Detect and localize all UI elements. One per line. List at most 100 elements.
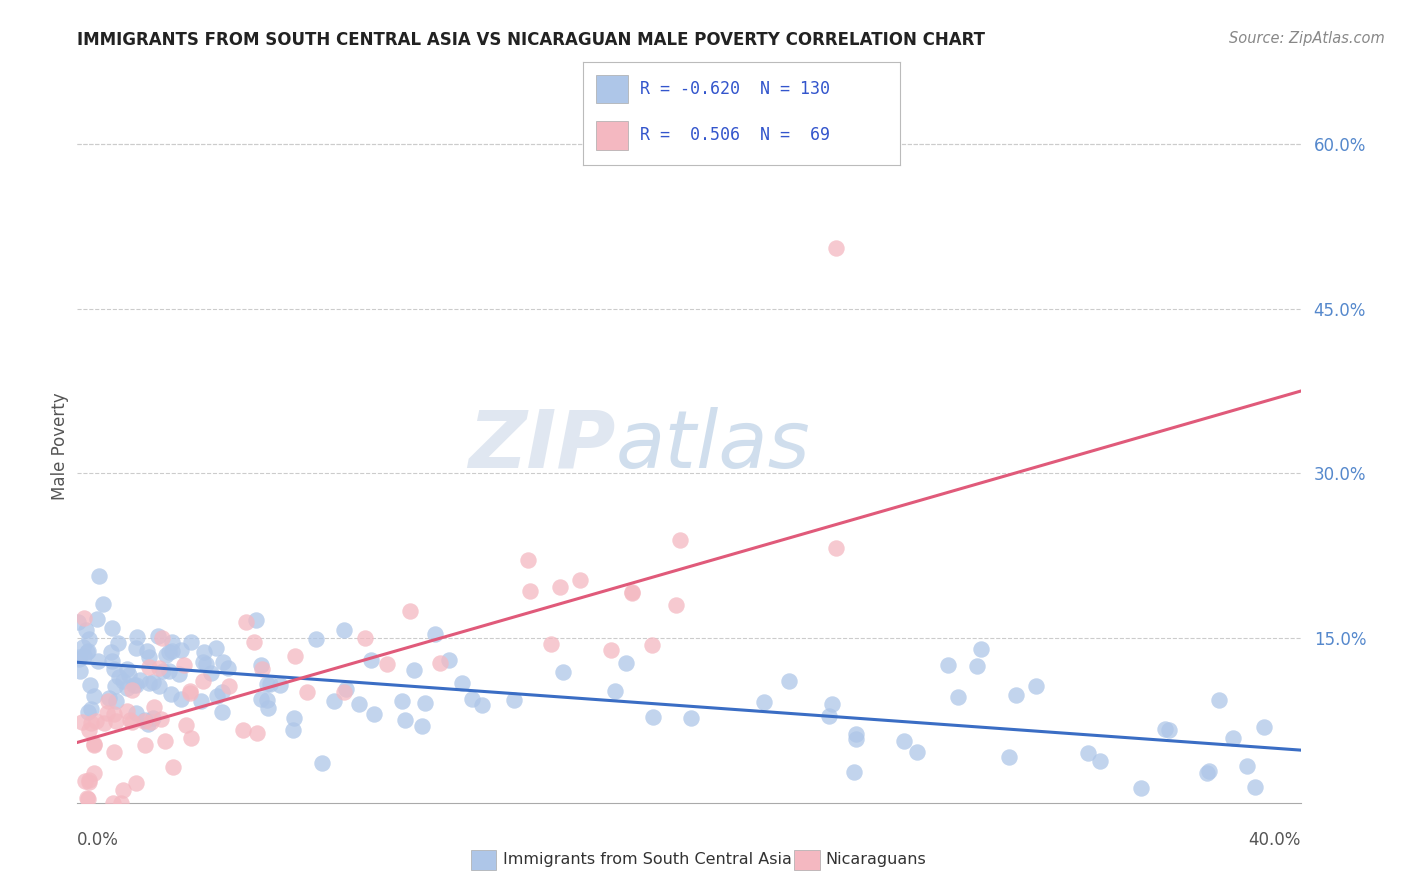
Y-axis label: Male Poverty: Male Poverty xyxy=(51,392,69,500)
Point xyxy=(138,675,160,690)
Point xyxy=(551,665,574,679)
Point xyxy=(394,713,416,727)
Point xyxy=(391,694,413,708)
Point xyxy=(117,681,139,696)
Point xyxy=(150,632,173,646)
Point xyxy=(404,664,426,678)
Point xyxy=(72,714,94,729)
Point xyxy=(905,745,928,759)
Point xyxy=(205,640,228,655)
Point xyxy=(842,764,865,779)
Point xyxy=(516,552,538,566)
Point xyxy=(1236,759,1258,773)
Point xyxy=(143,699,166,714)
Point xyxy=(66,615,89,629)
Point xyxy=(250,658,273,673)
Point xyxy=(115,704,138,718)
Point xyxy=(212,655,235,669)
Text: ZIP: ZIP xyxy=(468,407,616,485)
Point xyxy=(103,662,125,676)
Point xyxy=(101,655,124,669)
Point xyxy=(754,695,776,709)
Point xyxy=(1090,755,1112,769)
Point xyxy=(193,673,215,688)
Point xyxy=(125,631,148,645)
Point xyxy=(429,657,451,671)
Point xyxy=(569,574,592,588)
Point xyxy=(112,674,135,689)
Point xyxy=(76,645,98,659)
Point xyxy=(332,685,354,699)
Point xyxy=(471,698,494,712)
Point xyxy=(93,597,115,611)
Text: 0.0%: 0.0% xyxy=(77,831,120,849)
Point xyxy=(83,765,105,780)
Point xyxy=(179,686,201,700)
Point xyxy=(363,706,385,721)
Point xyxy=(120,713,142,727)
Point xyxy=(217,661,239,675)
Point xyxy=(621,585,644,599)
Point xyxy=(155,648,177,662)
Point xyxy=(76,791,98,805)
Point xyxy=(100,645,122,659)
Point xyxy=(205,689,228,703)
Point xyxy=(121,714,143,729)
Point xyxy=(778,674,800,689)
Point xyxy=(821,697,844,711)
Point xyxy=(77,792,100,806)
Point xyxy=(125,706,148,720)
Point xyxy=(98,690,121,705)
Point xyxy=(80,716,103,731)
Point xyxy=(162,635,184,649)
Point xyxy=(148,679,170,693)
Text: R =  0.506  N =  69: R = 0.506 N = 69 xyxy=(641,127,831,145)
Point xyxy=(643,710,665,724)
Point xyxy=(311,756,333,771)
Point xyxy=(232,723,254,737)
Point xyxy=(824,241,846,255)
Point xyxy=(269,678,291,692)
Point xyxy=(360,653,382,667)
Point xyxy=(948,690,970,704)
Point xyxy=(134,738,156,752)
Point xyxy=(138,660,160,674)
Point xyxy=(125,776,148,790)
Point xyxy=(1025,679,1047,693)
Point xyxy=(77,632,100,647)
Text: Source: ZipAtlas.com: Source: ZipAtlas.com xyxy=(1229,31,1385,46)
Point xyxy=(235,615,257,629)
Text: Nicaraguans: Nicaraguans xyxy=(825,853,927,867)
Point xyxy=(111,783,134,797)
Point xyxy=(79,678,101,692)
Point xyxy=(353,631,375,645)
Point xyxy=(190,694,212,708)
Point xyxy=(134,713,156,727)
Point xyxy=(211,685,233,699)
Point xyxy=(80,702,103,716)
Point xyxy=(101,621,124,635)
Point xyxy=(966,658,988,673)
Bar xyxy=(596,121,627,150)
Point xyxy=(180,731,202,745)
Point xyxy=(295,685,318,699)
Point xyxy=(115,662,138,676)
Point xyxy=(142,711,165,725)
Point xyxy=(503,692,526,706)
Point xyxy=(1222,731,1244,745)
Point xyxy=(103,707,125,722)
Point xyxy=(936,658,959,673)
Point xyxy=(122,678,145,692)
Point xyxy=(170,692,193,706)
Point xyxy=(845,731,868,746)
Point xyxy=(246,726,269,740)
Point xyxy=(1208,693,1230,707)
Point xyxy=(1253,720,1275,734)
Point xyxy=(1130,780,1153,795)
Point xyxy=(256,692,278,706)
Point xyxy=(845,727,868,741)
Point xyxy=(69,664,91,678)
Point xyxy=(519,583,541,598)
Point xyxy=(179,684,201,698)
Point xyxy=(603,684,626,698)
